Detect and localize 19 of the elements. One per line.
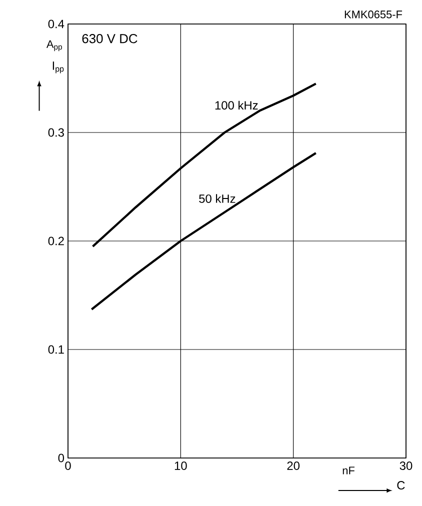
y-tick-label: 0.4 <box>48 20 64 28</box>
x-tick-label: 20 <box>287 462 300 470</box>
y-tick-label: 0 <box>58 454 64 462</box>
y-tick-label: 0.1 <box>48 345 64 354</box>
text: KMK0655-F <box>344 10 402 18</box>
text: 630 V DC <box>82 34 138 44</box>
x-axis-title: C <box>397 481 405 490</box>
y-axis-title: I$_{pp}$ <box>52 62 64 74</box>
y-tick-label: 0.3 <box>48 128 64 137</box>
series-label: 50 kHz <box>199 194 236 203</box>
line-series <box>92 82 317 248</box>
series-label: 100 kHz <box>215 100 258 110</box>
y-tick-label: 0.2 <box>48 236 64 246</box>
x-tick-label: 30 <box>400 462 412 470</box>
x-tick-label: 10 <box>174 462 187 470</box>
x-tick-label: 0 <box>65 462 71 470</box>
line-series <box>90 152 317 310</box>
text: A$_{pp}$ <box>46 40 62 52</box>
text: nF <box>342 466 354 474</box>
